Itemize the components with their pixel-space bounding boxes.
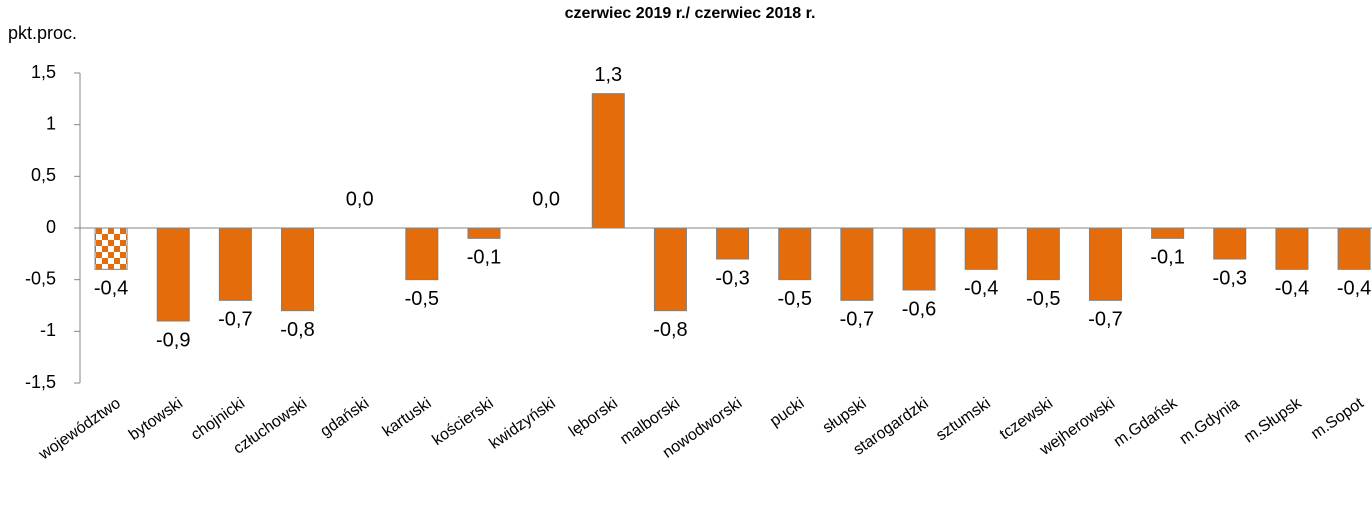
- x-tick-label: sztumski: [933, 395, 994, 445]
- x-tick-label: m.Sopot: [1308, 394, 1367, 442]
- value-label: -0,3: [715, 267, 749, 289]
- value-label: 1,3: [594, 64, 622, 86]
- bar: [281, 227, 315, 312]
- value-label: -0,4: [964, 278, 998, 300]
- value-label: -0,4: [1275, 278, 1309, 300]
- bar: [840, 227, 874, 301]
- value-label: -0,6: [902, 298, 936, 320]
- value-label: -0,4: [94, 278, 128, 300]
- x-tick-label: pucki: [767, 395, 807, 430]
- x-tick-label: bytowski: [126, 395, 186, 444]
- bar: [1151, 227, 1185, 239]
- y-tick-label: -1: [40, 320, 56, 340]
- y-tick-label: -0,5: [25, 268, 56, 288]
- x-tick-label: m.Słupsk: [1241, 394, 1305, 446]
- x-tick-label: województwo: [35, 395, 124, 464]
- x-tick-label: chojnicki: [188, 395, 248, 444]
- value-label: -0,5: [1026, 288, 1060, 310]
- bar: [964, 227, 998, 270]
- bar: [1275, 227, 1309, 270]
- x-tick-label: słupski: [820, 395, 870, 437]
- value-label: -0,5: [777, 288, 811, 310]
- x-tick-label: kwidzyński: [486, 395, 558, 453]
- bar: [94, 227, 128, 270]
- y-tick-label: 0: [46, 217, 56, 237]
- y-axis-label: pkt.proc.: [8, 23, 77, 43]
- value-label: -0,7: [1088, 309, 1122, 331]
- x-tick-label: m.Gdynia: [1177, 395, 1243, 448]
- value-label: -0,4: [1337, 278, 1371, 300]
- bar: [653, 227, 687, 312]
- value-label: -0,1: [467, 247, 501, 269]
- y-tick-label: 1: [46, 113, 56, 133]
- bar: [467, 227, 501, 239]
- x-tick-label: kościerski: [429, 395, 496, 449]
- value-label: 0,0: [346, 188, 374, 210]
- value-label: -0,8: [653, 319, 687, 341]
- x-tick-label: gdański: [317, 395, 372, 441]
- x-tick-label: kartuski: [380, 395, 435, 441]
- x-tick-label: tczewski: [997, 395, 1056, 444]
- value-label: -0,5: [405, 288, 439, 310]
- chart-title: czerwiec 2019 r./ czerwiec 2018 r.: [565, 5, 816, 22]
- bar: [716, 227, 750, 260]
- x-tick-label: lęborski: [566, 395, 621, 441]
- value-label: -0,3: [1213, 267, 1247, 289]
- bar: [218, 227, 252, 301]
- bar: [1088, 227, 1122, 301]
- bar: [156, 227, 190, 322]
- value-label: -0,7: [840, 309, 874, 331]
- x-tick-label: m.Gdańsk: [1111, 394, 1181, 450]
- bar: [1213, 227, 1247, 260]
- y-tick-label: -1,5: [25, 372, 56, 392]
- y-tick-label: 0,5: [31, 165, 56, 185]
- y-tick-label: 1,5: [31, 62, 56, 82]
- value-label: 0,0: [532, 188, 560, 210]
- bar: [591, 93, 625, 229]
- bar: [902, 227, 936, 291]
- value-label: -0,8: [280, 319, 314, 341]
- bar: [405, 227, 439, 281]
- value-label: -0,7: [218, 309, 252, 331]
- bar: [778, 227, 812, 281]
- bar: [1337, 227, 1371, 270]
- value-label: -0,9: [156, 329, 190, 351]
- value-label: -0,1: [1150, 247, 1184, 269]
- bar: [1026, 227, 1060, 281]
